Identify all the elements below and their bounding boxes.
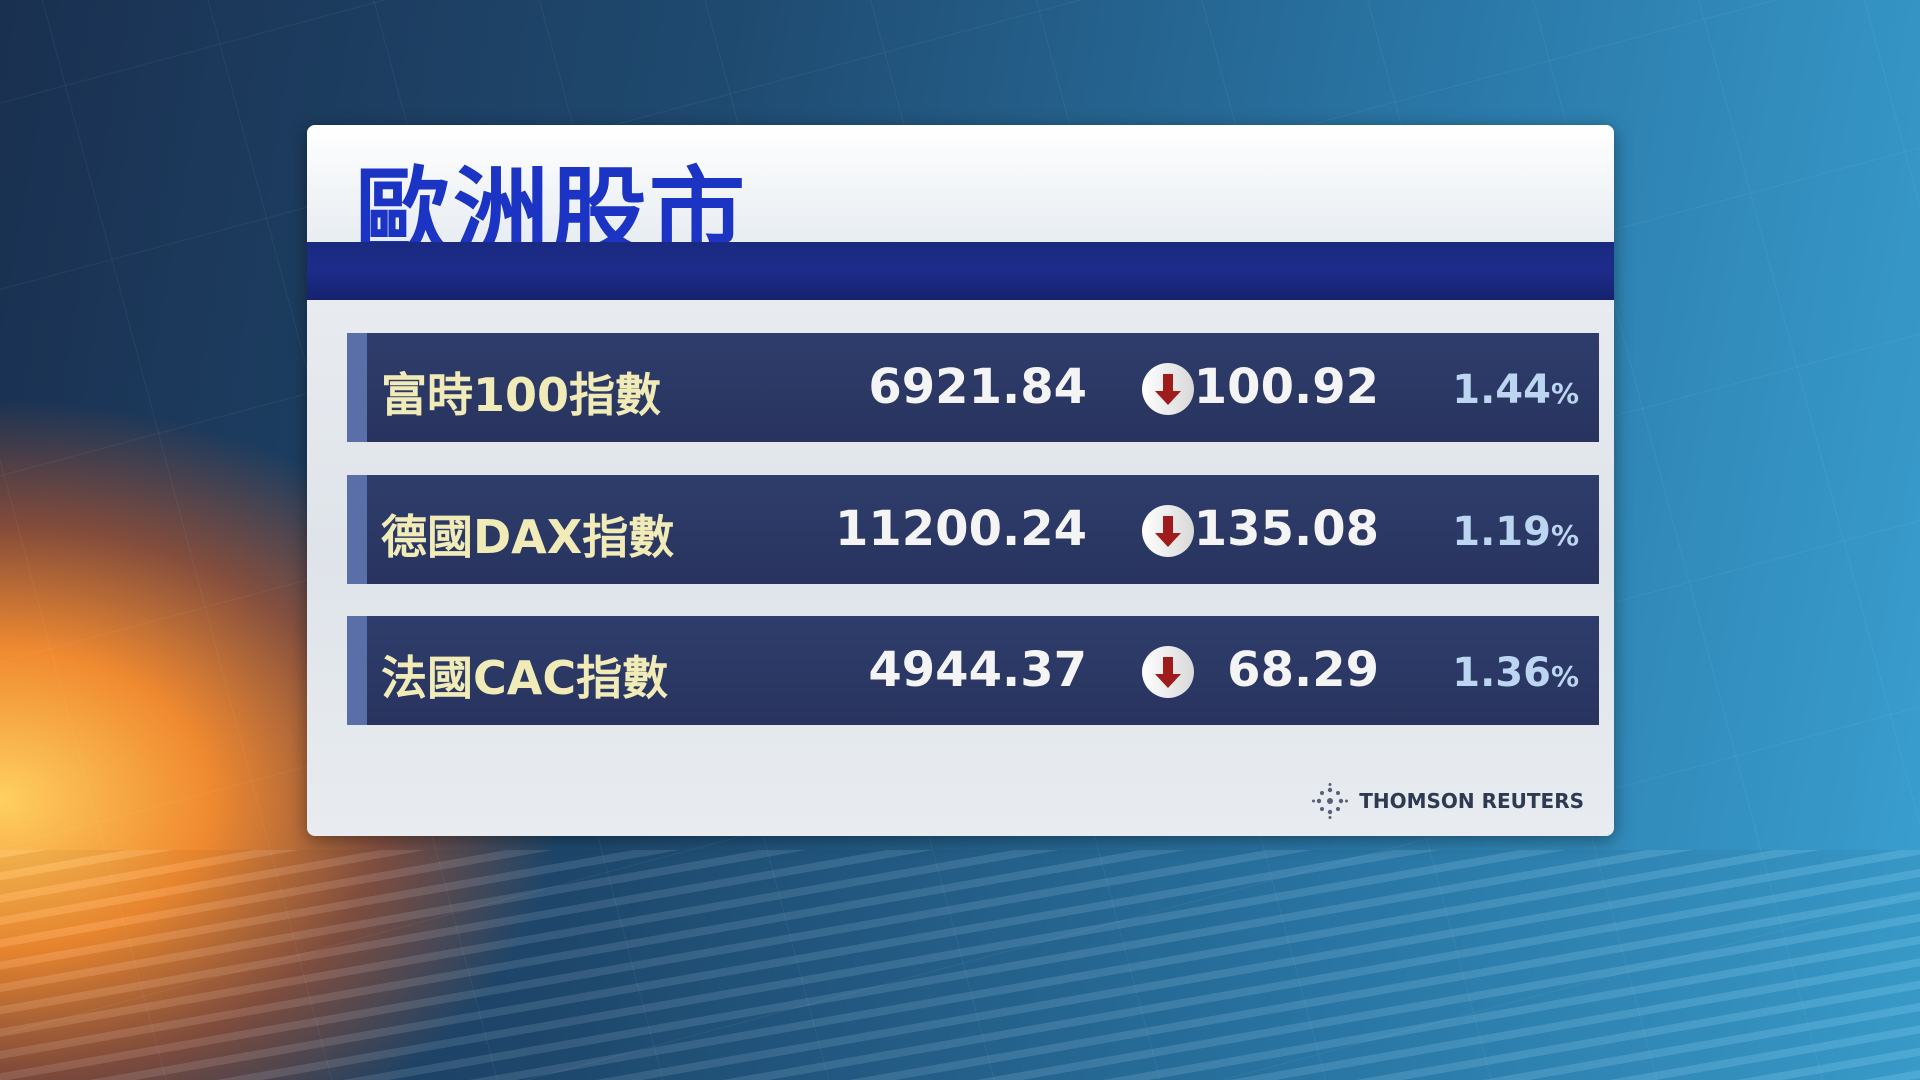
index-value: 4944.37 [868, 642, 1087, 698]
index-percent: 1.44% [1452, 367, 1579, 413]
index-change: 100.92 [1193, 359, 1379, 415]
down-arrow-icon [1142, 646, 1194, 698]
market-panel: 歐洲股市 富時100指數 6921.84 100.92 1.44% 德國DAX指… [307, 125, 1614, 836]
index-row: 德國DAX指數 11200.24 135.08 1.19% [347, 475, 1599, 584]
index-value: 11200.24 [834, 501, 1087, 557]
reuters-globe-icon [1312, 783, 1349, 819]
source-logo: THOMSON REUTERS [1311, 782, 1584, 820]
background-floor [0, 850, 1920, 1080]
index-value: 6921.84 [868, 359, 1087, 415]
index-percent: 1.36% [1452, 650, 1579, 696]
title-area: 歐洲股市 [307, 125, 1614, 269]
index-percent: 1.19% [1452, 509, 1579, 555]
index-change: 135.08 [1193, 501, 1379, 557]
title-band [307, 242, 1614, 300]
index-change: 68.29 [1227, 642, 1379, 698]
down-arrow-icon [1142, 363, 1194, 415]
source-text: THOMSON REUTERS [1359, 789, 1584, 813]
index-row: 法國CAC指數 4944.37 68.29 1.36% [347, 616, 1599, 725]
index-row: 富時100指數 6921.84 100.92 1.44% [347, 333, 1599, 442]
index-name: 德國DAX指數 [381, 510, 675, 564]
index-name: 法國CAC指數 [381, 651, 669, 705]
down-arrow-icon [1142, 505, 1194, 557]
index-name: 富時100指數 [381, 368, 662, 422]
